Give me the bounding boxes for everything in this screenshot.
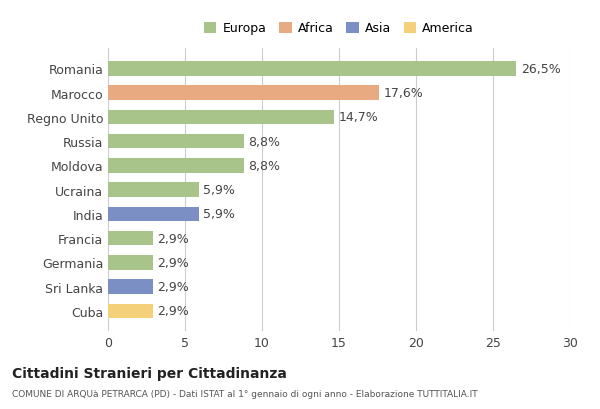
Bar: [108, 183, 199, 198]
Text: 5,9%: 5,9%: [203, 184, 235, 197]
Text: 17,6%: 17,6%: [383, 87, 424, 100]
Bar: [108, 110, 334, 125]
Bar: [108, 86, 379, 101]
Bar: [108, 256, 152, 270]
Text: COMUNE DI ARQUà PETRARCA (PD) - Dati ISTAT al 1° gennaio di ogni anno - Elaboraz: COMUNE DI ARQUà PETRARCA (PD) - Dati IST…: [12, 389, 478, 398]
Text: 5,9%: 5,9%: [203, 208, 235, 221]
Text: Cittadini Stranieri per Cittadinanza: Cittadini Stranieri per Cittadinanza: [12, 366, 287, 380]
Text: 2,9%: 2,9%: [157, 281, 189, 294]
Bar: [108, 280, 152, 294]
Text: 2,9%: 2,9%: [157, 256, 189, 269]
Text: 2,9%: 2,9%: [157, 232, 189, 245]
Bar: [108, 304, 152, 319]
Text: 2,9%: 2,9%: [157, 305, 189, 318]
Bar: [108, 62, 516, 76]
Bar: [108, 159, 244, 173]
Text: 8,8%: 8,8%: [248, 160, 280, 173]
Bar: [108, 207, 199, 222]
Legend: Europa, Africa, Asia, America: Europa, Africa, Asia, America: [200, 19, 478, 39]
Text: 14,7%: 14,7%: [339, 111, 379, 124]
Text: 26,5%: 26,5%: [521, 63, 560, 76]
Bar: [108, 135, 244, 149]
Text: 8,8%: 8,8%: [248, 135, 280, 148]
Bar: [108, 231, 152, 246]
